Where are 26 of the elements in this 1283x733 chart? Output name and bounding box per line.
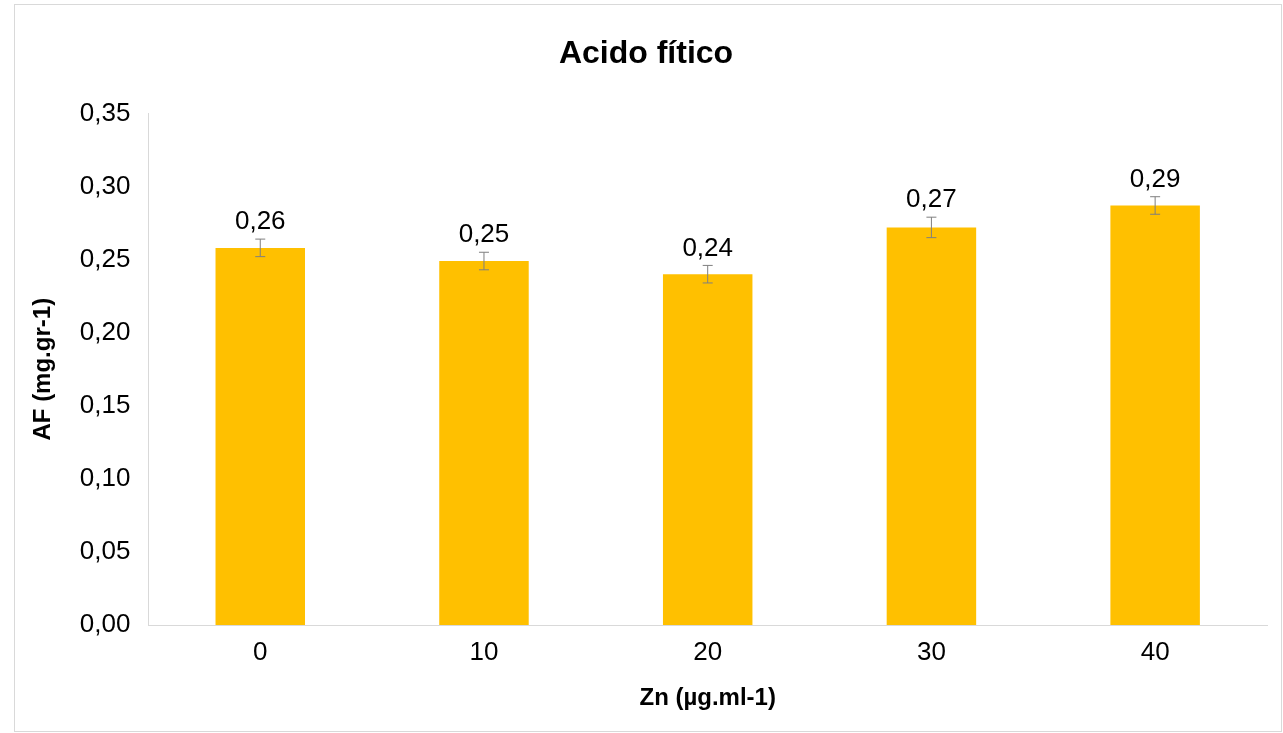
y-tick-label: 0,00 xyxy=(79,608,131,639)
x-tick-label: 40 xyxy=(1140,635,1170,666)
y-axis-title: AF (mg.gr-1) xyxy=(28,297,56,441)
x-tick-label: 0 xyxy=(253,635,268,666)
x-tick-label: 10 xyxy=(469,635,499,666)
bar xyxy=(439,261,529,625)
y-tick-label: 0,25 xyxy=(79,242,131,273)
chart-title: Acido fítico xyxy=(558,34,734,71)
data-label: 0,29 xyxy=(1129,162,1181,193)
x-axis-title: Zn (µg.ml-1) xyxy=(639,683,776,711)
y-tick-label: 0,10 xyxy=(79,462,131,492)
y-tick-label: 0,35 xyxy=(79,96,131,127)
y-tick-label: 0,05 xyxy=(79,535,131,566)
y-tick-label: 0,30 xyxy=(79,169,131,200)
data-label: 0,27 xyxy=(906,183,957,214)
data-label: 0,26 xyxy=(234,205,286,236)
bar xyxy=(215,247,306,625)
bar xyxy=(662,274,753,625)
x-tick-label: 20 xyxy=(693,635,723,666)
data-label: 0,25 xyxy=(458,218,510,249)
data-label: 0,24 xyxy=(682,231,734,262)
bar xyxy=(886,227,977,625)
y-tick-label: 0,20 xyxy=(79,315,131,346)
bar xyxy=(1110,205,1200,625)
x-tick-label: 30 xyxy=(916,635,946,666)
y-tick-label: 0,15 xyxy=(79,388,131,419)
